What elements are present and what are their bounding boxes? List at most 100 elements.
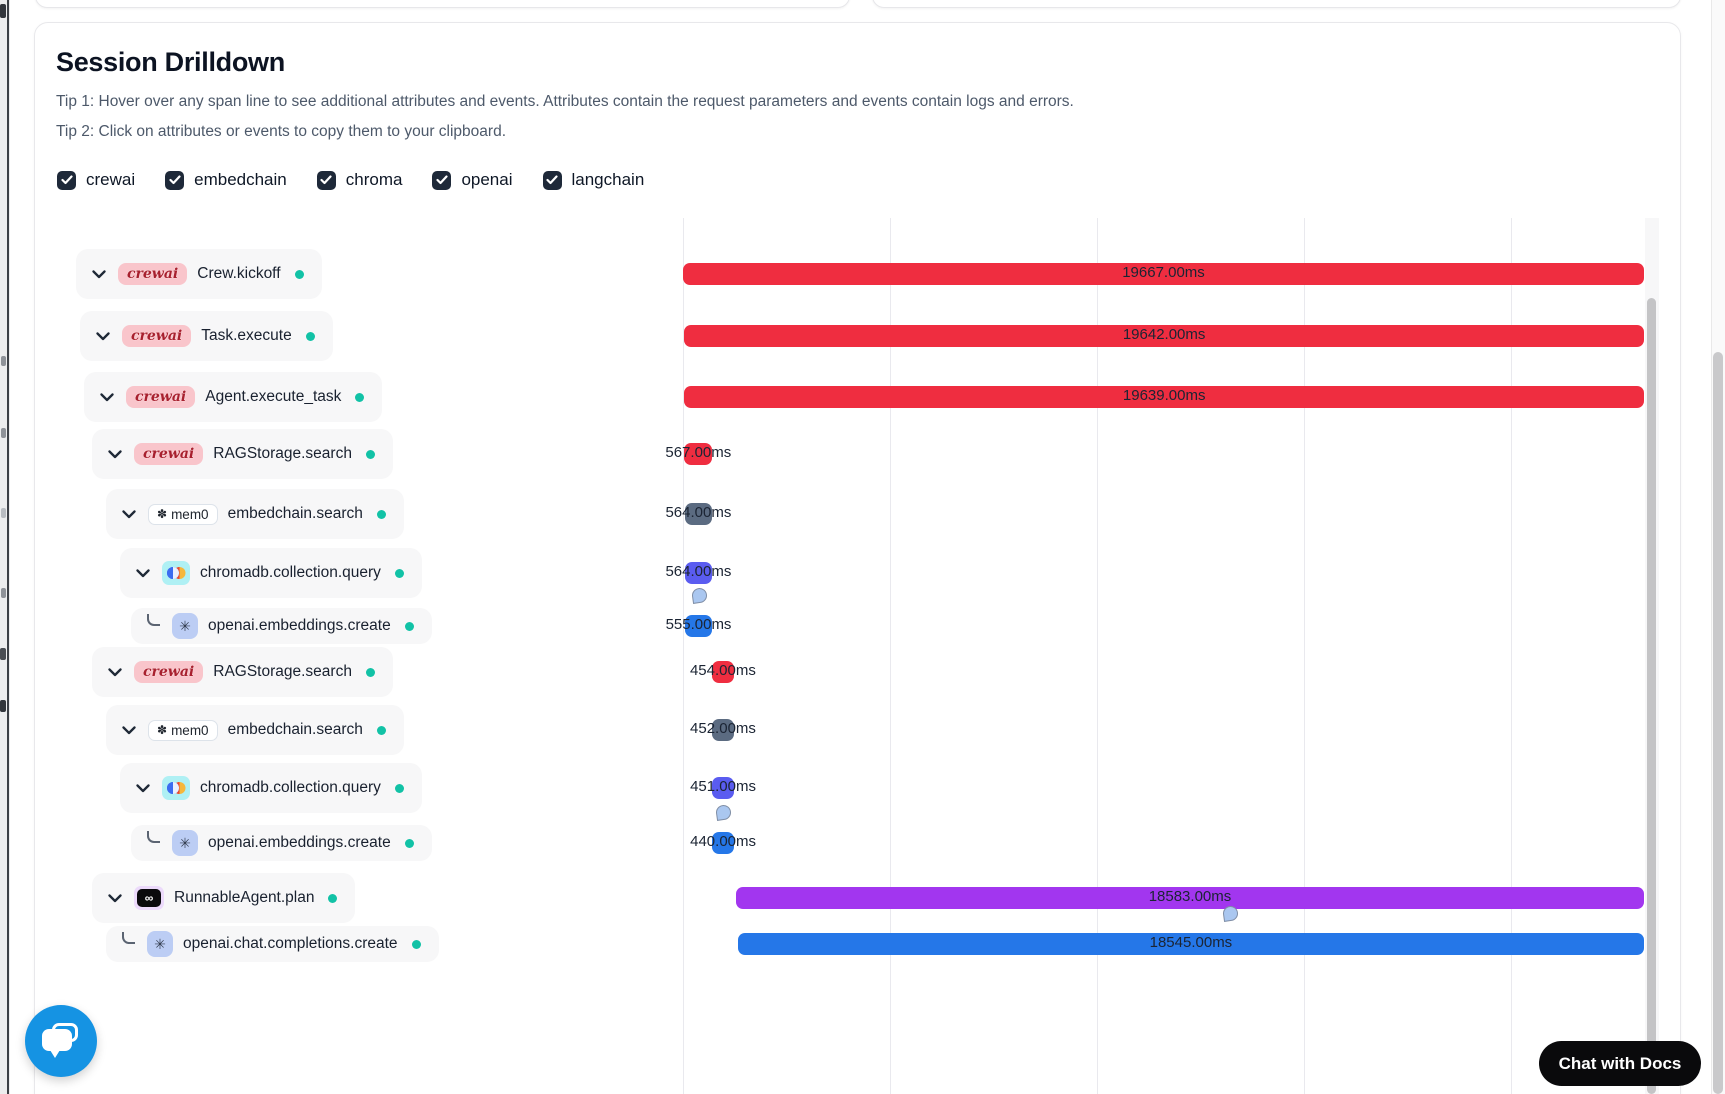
- langchain-link-icon: ∞: [137, 889, 161, 907]
- span-bar[interactable]: [684, 386, 1644, 408]
- underlay-fragment: [1, 428, 6, 438]
- background-page-strip: [0, 0, 10, 1094]
- span-name: RAGStorage.search: [213, 663, 352, 680]
- span-duration-label: 564.00ms: [665, 504, 732, 521]
- filter-label: chroma: [345, 170, 403, 189]
- span-pill[interactable]: crewai Agent.execute_task: [84, 372, 383, 422]
- chat-with-docs-button[interactable]: Chat with Docs: [1539, 1041, 1701, 1086]
- span-bar[interactable]: [684, 562, 713, 584]
- tip-2-text: Tip 2: Click on attributes or events to …: [56, 123, 506, 140]
- span-bar[interactable]: [684, 443, 713, 465]
- checkbox-langchain[interactable]: [542, 170, 562, 190]
- status-dot: [376, 509, 386, 519]
- chevron-down-icon[interactable]: [122, 509, 136, 519]
- span-bar[interactable]: [711, 661, 734, 683]
- mem0-flower-icon: ✽: [157, 507, 168, 521]
- span-pill[interactable]: crewai RAGStorage.search: [92, 429, 393, 479]
- chroma-logo: [162, 561, 190, 585]
- crewai-logo: crewai: [118, 263, 188, 285]
- filter-openai[interactable]: openai: [432, 170, 513, 190]
- span-duration-label: 454.00ms: [689, 662, 756, 679]
- window-scrollbar-thumb[interactable]: [1713, 352, 1723, 1094]
- span-pill[interactable]: ✳ openai.chat.completions.create: [106, 926, 439, 962]
- span-name: Agent.execute_task: [205, 388, 342, 405]
- checkbox-embedchain[interactable]: [165, 170, 185, 190]
- chevron-down-icon[interactable]: [136, 783, 150, 793]
- span-pill[interactable]: ✳ openai.embeddings.create: [131, 825, 432, 861]
- span-pill[interactable]: crewai RAGStorage.search: [92, 647, 393, 697]
- filter-label: openai: [461, 170, 513, 189]
- span-bar[interactable]: [684, 503, 713, 525]
- span-bar[interactable]: [684, 325, 1644, 347]
- chevron-down-icon[interactable]: [122, 725, 136, 735]
- checkbox-openai[interactable]: [432, 170, 452, 190]
- status-dot: [365, 667, 375, 677]
- status-dot: [305, 331, 315, 341]
- span-bar[interactable]: [711, 719, 734, 741]
- status-dot: [376, 725, 386, 735]
- mem0-logo: ✽ mem0: [148, 503, 218, 525]
- chroma-logo: [162, 776, 190, 800]
- underlay-fragment: [0, 700, 6, 712]
- status-dot: [328, 893, 338, 903]
- underlay-fragment: [0, 4, 6, 18]
- underlay-divider: [7, 0, 9, 1094]
- chevron-down-icon[interactable]: [96, 331, 110, 341]
- span-pill[interactable]: chromadb.collection.query: [120, 763, 422, 813]
- chat-widget-button[interactable]: [25, 1005, 97, 1077]
- checkbox-chroma[interactable]: [316, 170, 336, 190]
- status-dot: [355, 392, 365, 402]
- chat-bubble-front-icon: [42, 1029, 72, 1058]
- chevron-down-icon[interactable]: [108, 449, 122, 459]
- span-pill[interactable]: ∞ RunnableAgent.plan: [92, 873, 356, 923]
- chevron-down-icon[interactable]: [108, 893, 122, 903]
- span-bar[interactable]: [712, 832, 734, 854]
- underlay-fragment: [1, 508, 6, 518]
- span-pill[interactable]: chromadb.collection.query: [120, 548, 422, 598]
- openai-logo: ✳: [147, 931, 173, 957]
- span-name: openai.embeddings.create: [208, 617, 391, 634]
- check-icon: [436, 175, 448, 185]
- filter-label: langchain: [571, 170, 645, 189]
- span-duration-label: 567.00ms: [665, 444, 732, 461]
- span-bar[interactable]: [684, 615, 713, 637]
- panel-scrollbar[interactable]: [1647, 298, 1656, 1094]
- filter-embedchain[interactable]: embedchain: [165, 170, 287, 190]
- span-bar[interactable]: [737, 933, 1644, 955]
- span-name: Task.execute: [201, 327, 292, 344]
- top-card-right: [872, 0, 1681, 8]
- chevron-down-icon[interactable]: [100, 392, 114, 402]
- chevron-down-icon[interactable]: [108, 667, 122, 677]
- span-bar[interactable]: [712, 777, 735, 799]
- tip-1-text: Tip 1: Hover over any span line to see a…: [56, 93, 1074, 110]
- span-pill[interactable]: crewai Crew.kickoff: [76, 249, 322, 299]
- openai-logo: ✳: [172, 613, 198, 639]
- span-pill[interactable]: ✽ mem0 embedchain.search: [106, 489, 404, 539]
- span-name: Crew.kickoff: [197, 265, 281, 282]
- check-icon: [169, 175, 181, 185]
- span-bar[interactable]: [735, 887, 1644, 909]
- chevron-down-icon[interactable]: [136, 568, 150, 578]
- filter-crewai[interactable]: crewai: [57, 170, 135, 190]
- status-dot: [394, 568, 404, 578]
- chevron-down-icon[interactable]: [92, 269, 106, 279]
- child-connector-icon: [122, 932, 135, 944]
- span-duration-label: 19642.00ms: [1122, 326, 1206, 343]
- span-duration-label: 18583.00ms: [1148, 888, 1232, 905]
- page-title: Session Drilldown: [56, 47, 285, 77]
- span-bar[interactable]: [683, 263, 1644, 285]
- service-filter-bar: crewai embedchain chroma openai langchain: [57, 170, 644, 190]
- span-name: RAGStorage.search: [213, 445, 352, 462]
- span-pill[interactable]: ✳ openai.embeddings.create: [131, 608, 432, 644]
- status-dot: [411, 939, 421, 949]
- filter-chroma[interactable]: chroma: [316, 170, 403, 190]
- filter-langchain[interactable]: langchain: [542, 170, 645, 190]
- langchain-logo: ∞: [134, 886, 164, 910]
- span-pill[interactable]: ✽ mem0 embedchain.search: [106, 705, 404, 755]
- child-connector-icon: [147, 831, 160, 843]
- status-dot: [294, 269, 304, 279]
- span-pill[interactable]: crewai Task.execute: [80, 311, 333, 361]
- crewai-logo: crewai: [126, 386, 196, 408]
- checkbox-crewai[interactable]: [57, 170, 76, 190]
- span-name: chromadb.collection.query: [200, 779, 381, 796]
